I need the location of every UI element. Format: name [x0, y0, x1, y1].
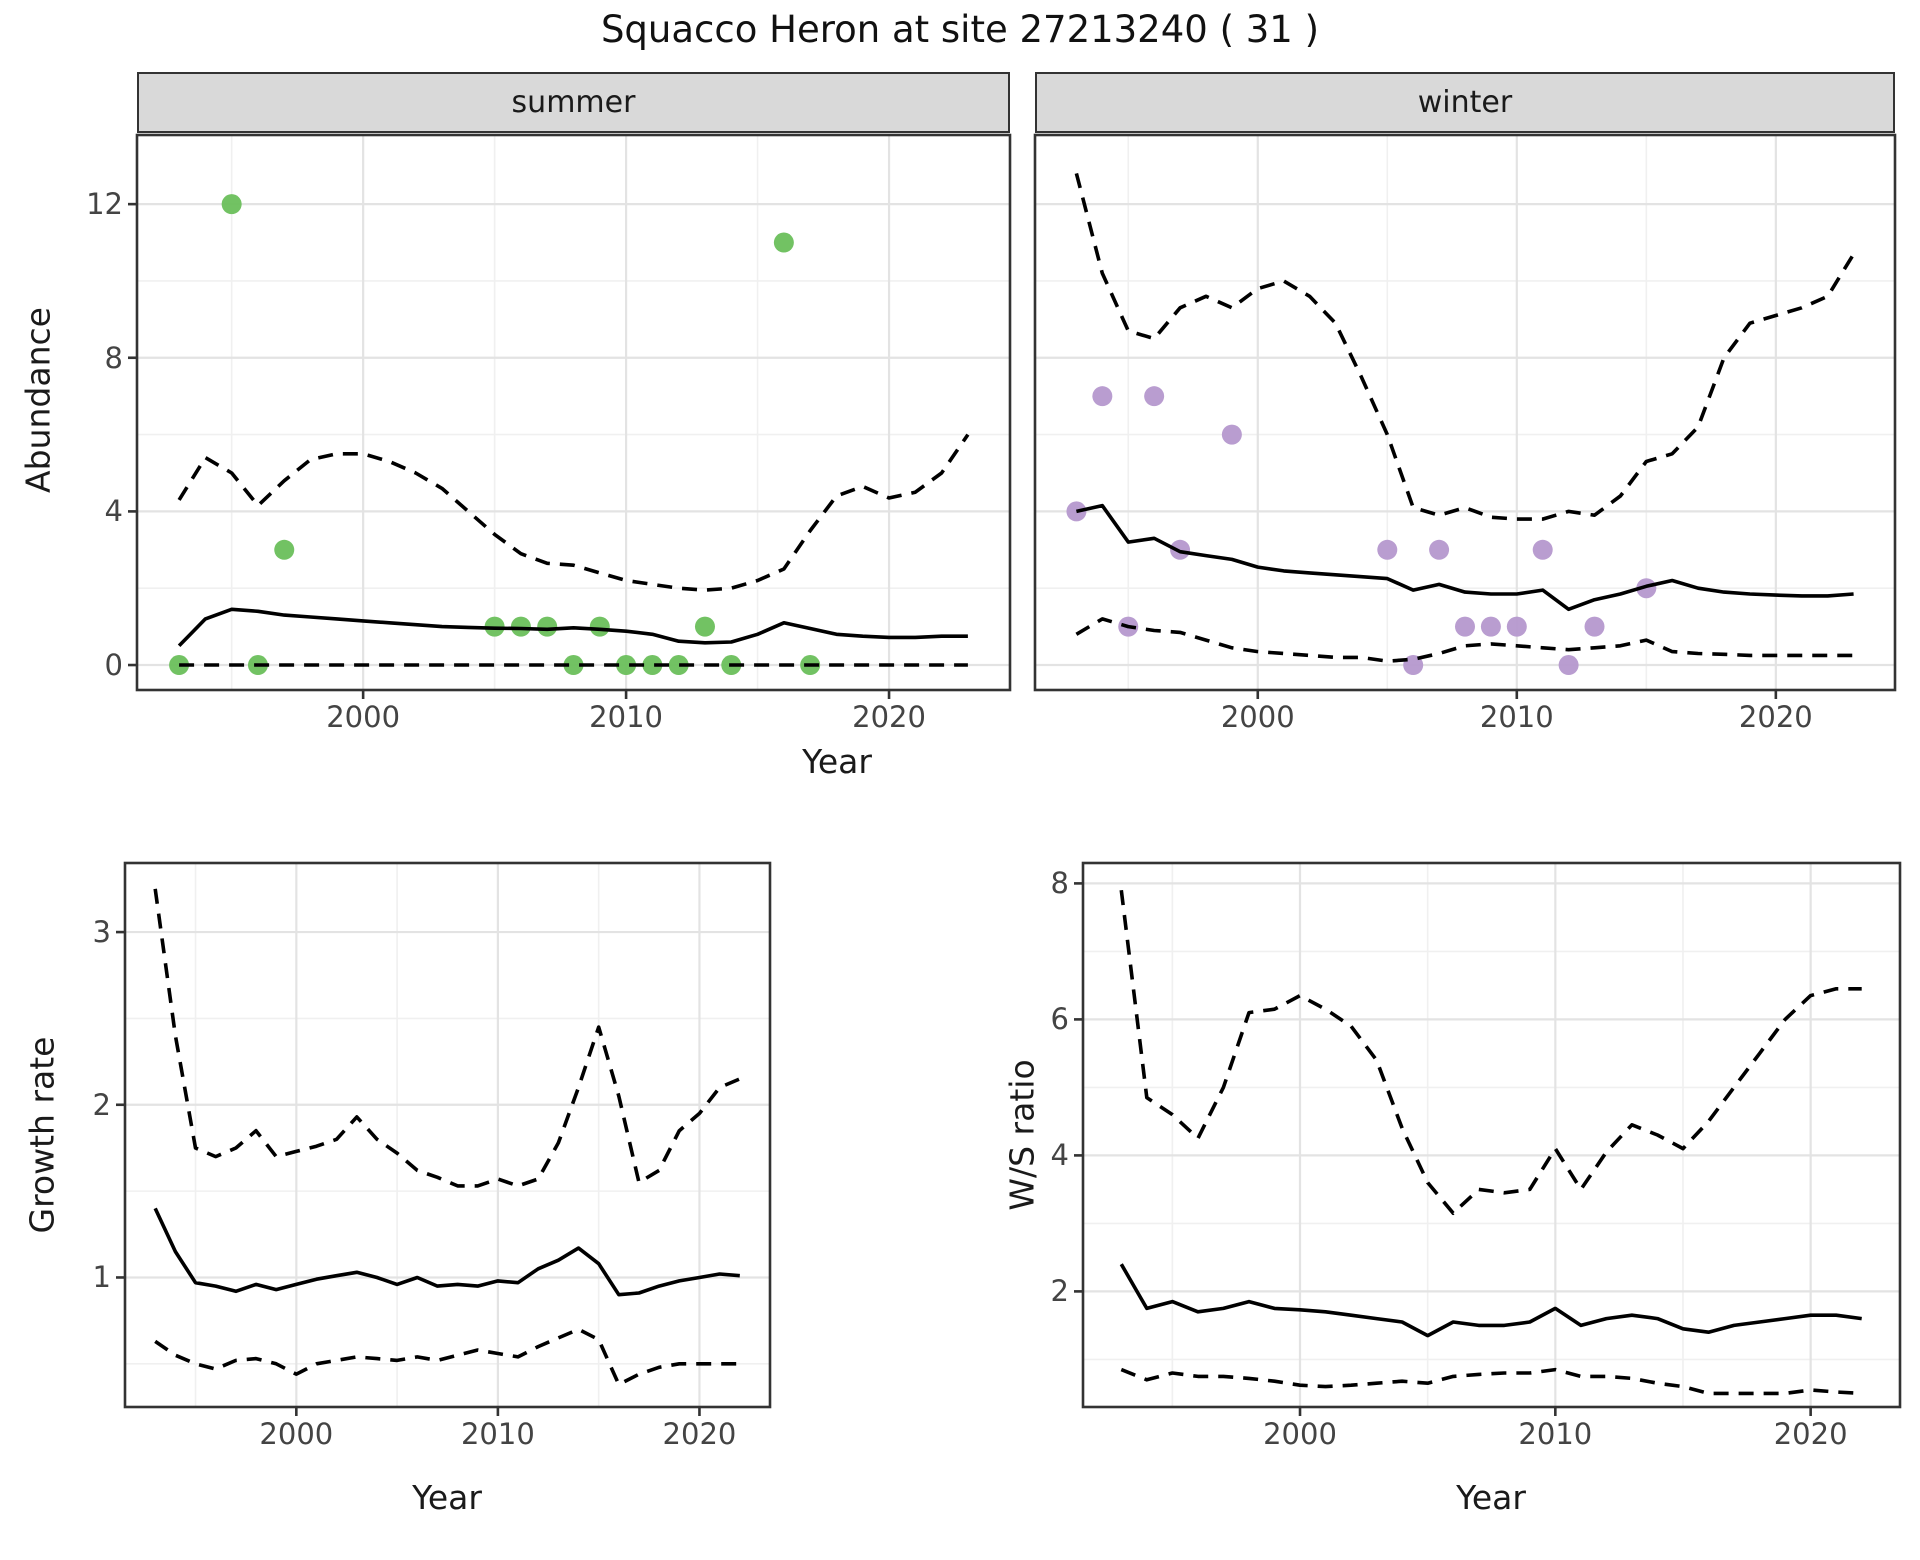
series-lower-credible [1120, 1367, 1862, 1396]
x-tick-label: 2010 [1518, 1417, 1593, 1451]
data-point [1221, 424, 1242, 445]
data-point [1455, 616, 1475, 637]
x-axis-label-ws: Year [1456, 1478, 1526, 1517]
data-point [1636, 578, 1657, 599]
y-axis-label-ws-ratio: W/S ratio [1002, 1059, 1042, 1211]
data-point [668, 655, 689, 676]
x-axis-label-top: Year [802, 742, 872, 781]
data-point [642, 655, 663, 676]
x-tick-label: 2000 [1220, 700, 1295, 734]
y-tick-label: 8 [104, 340, 123, 375]
series-upper-credible [177, 433, 970, 592]
x-tick-label: 2020 [662, 1417, 737, 1451]
series-median [1076, 503, 1854, 612]
y-tick-label: 3 [92, 915, 111, 950]
x-tick-label: 2000 [326, 700, 401, 734]
data-point [274, 539, 295, 560]
y-tick-label: 2 [92, 1087, 111, 1122]
facet-strip-winter: winter [1035, 72, 1895, 133]
facet-strip-summer-label: summer [511, 85, 636, 120]
facet-strip-summer: summer [137, 72, 1010, 133]
series-lower-credible [1075, 617, 1854, 663]
data-point [773, 232, 794, 253]
data-point [169, 655, 190, 676]
x-tick-label: 2000 [259, 1417, 334, 1451]
y-tick-label: 1 [92, 1260, 111, 1295]
panel-border [123, 861, 772, 1409]
figure-title: Squacco Heron at site 27213240 ( 31 ) [600, 8, 1320, 51]
panel-border [1033, 133, 1897, 692]
panel-growth-rate [116, 861, 772, 1416]
data-point [1144, 386, 1165, 407]
data-point [1584, 616, 1605, 637]
series-median [1119, 1263, 1862, 1338]
y-axis-label-growth-rate: Growth rate [22, 1036, 62, 1234]
data-point [616, 655, 637, 676]
data-point [1480, 616, 1501, 637]
data-point [1429, 539, 1450, 560]
facet-strip-winter-label: winter [1417, 85, 1513, 120]
y-tick-label: 4 [104, 494, 123, 529]
data-point [1377, 539, 1398, 560]
x-tick-label: 2020 [1738, 700, 1813, 734]
data-point [1506, 616, 1527, 637]
data-point [589, 616, 610, 637]
x-tick-label: 2010 [460, 1417, 535, 1451]
panel-border [135, 133, 1012, 692]
series-median [153, 1207, 740, 1297]
data-point [1558, 655, 1579, 676]
x-tick-label: 2010 [1479, 700, 1554, 734]
x-tick-label: 2020 [852, 700, 926, 734]
data-point [510, 616, 531, 637]
y-tick-label: 2 [1050, 1274, 1069, 1309]
series-lower-credible [154, 1327, 740, 1387]
series-upper-credible [153, 888, 741, 1188]
y-tick-label: 4 [1050, 1138, 1069, 1173]
series-upper-credible [1119, 889, 1862, 1215]
x-axis-label-growth: Year [412, 1478, 482, 1517]
y-tick-label: 8 [1050, 866, 1069, 901]
data-point [1092, 386, 1113, 407]
x-tick-label: 2020 [1773, 1417, 1848, 1451]
y-axis-label-abundance: Abundance [18, 307, 58, 493]
data-point [1532, 539, 1553, 560]
y-tick-label: 0 [104, 648, 123, 683]
series-upper-credible [1074, 172, 1856, 521]
panel-summer [128, 133, 1012, 699]
data-point [1403, 655, 1424, 676]
panel-border [1081, 861, 1902, 1409]
y-tick-label: 6 [1050, 1002, 1069, 1037]
x-tick-label: 2000 [1263, 1417, 1337, 1451]
data-point [221, 194, 242, 215]
data-point [537, 616, 558, 637]
x-tick-label: 2010 [589, 700, 663, 734]
panel-w-s-ratio [1074, 861, 1902, 1416]
panel-winter [1033, 133, 1897, 699]
data-point [694, 616, 715, 637]
data-point [563, 655, 584, 676]
series-median [177, 607, 968, 648]
y-tick-label: 12 [86, 187, 123, 222]
